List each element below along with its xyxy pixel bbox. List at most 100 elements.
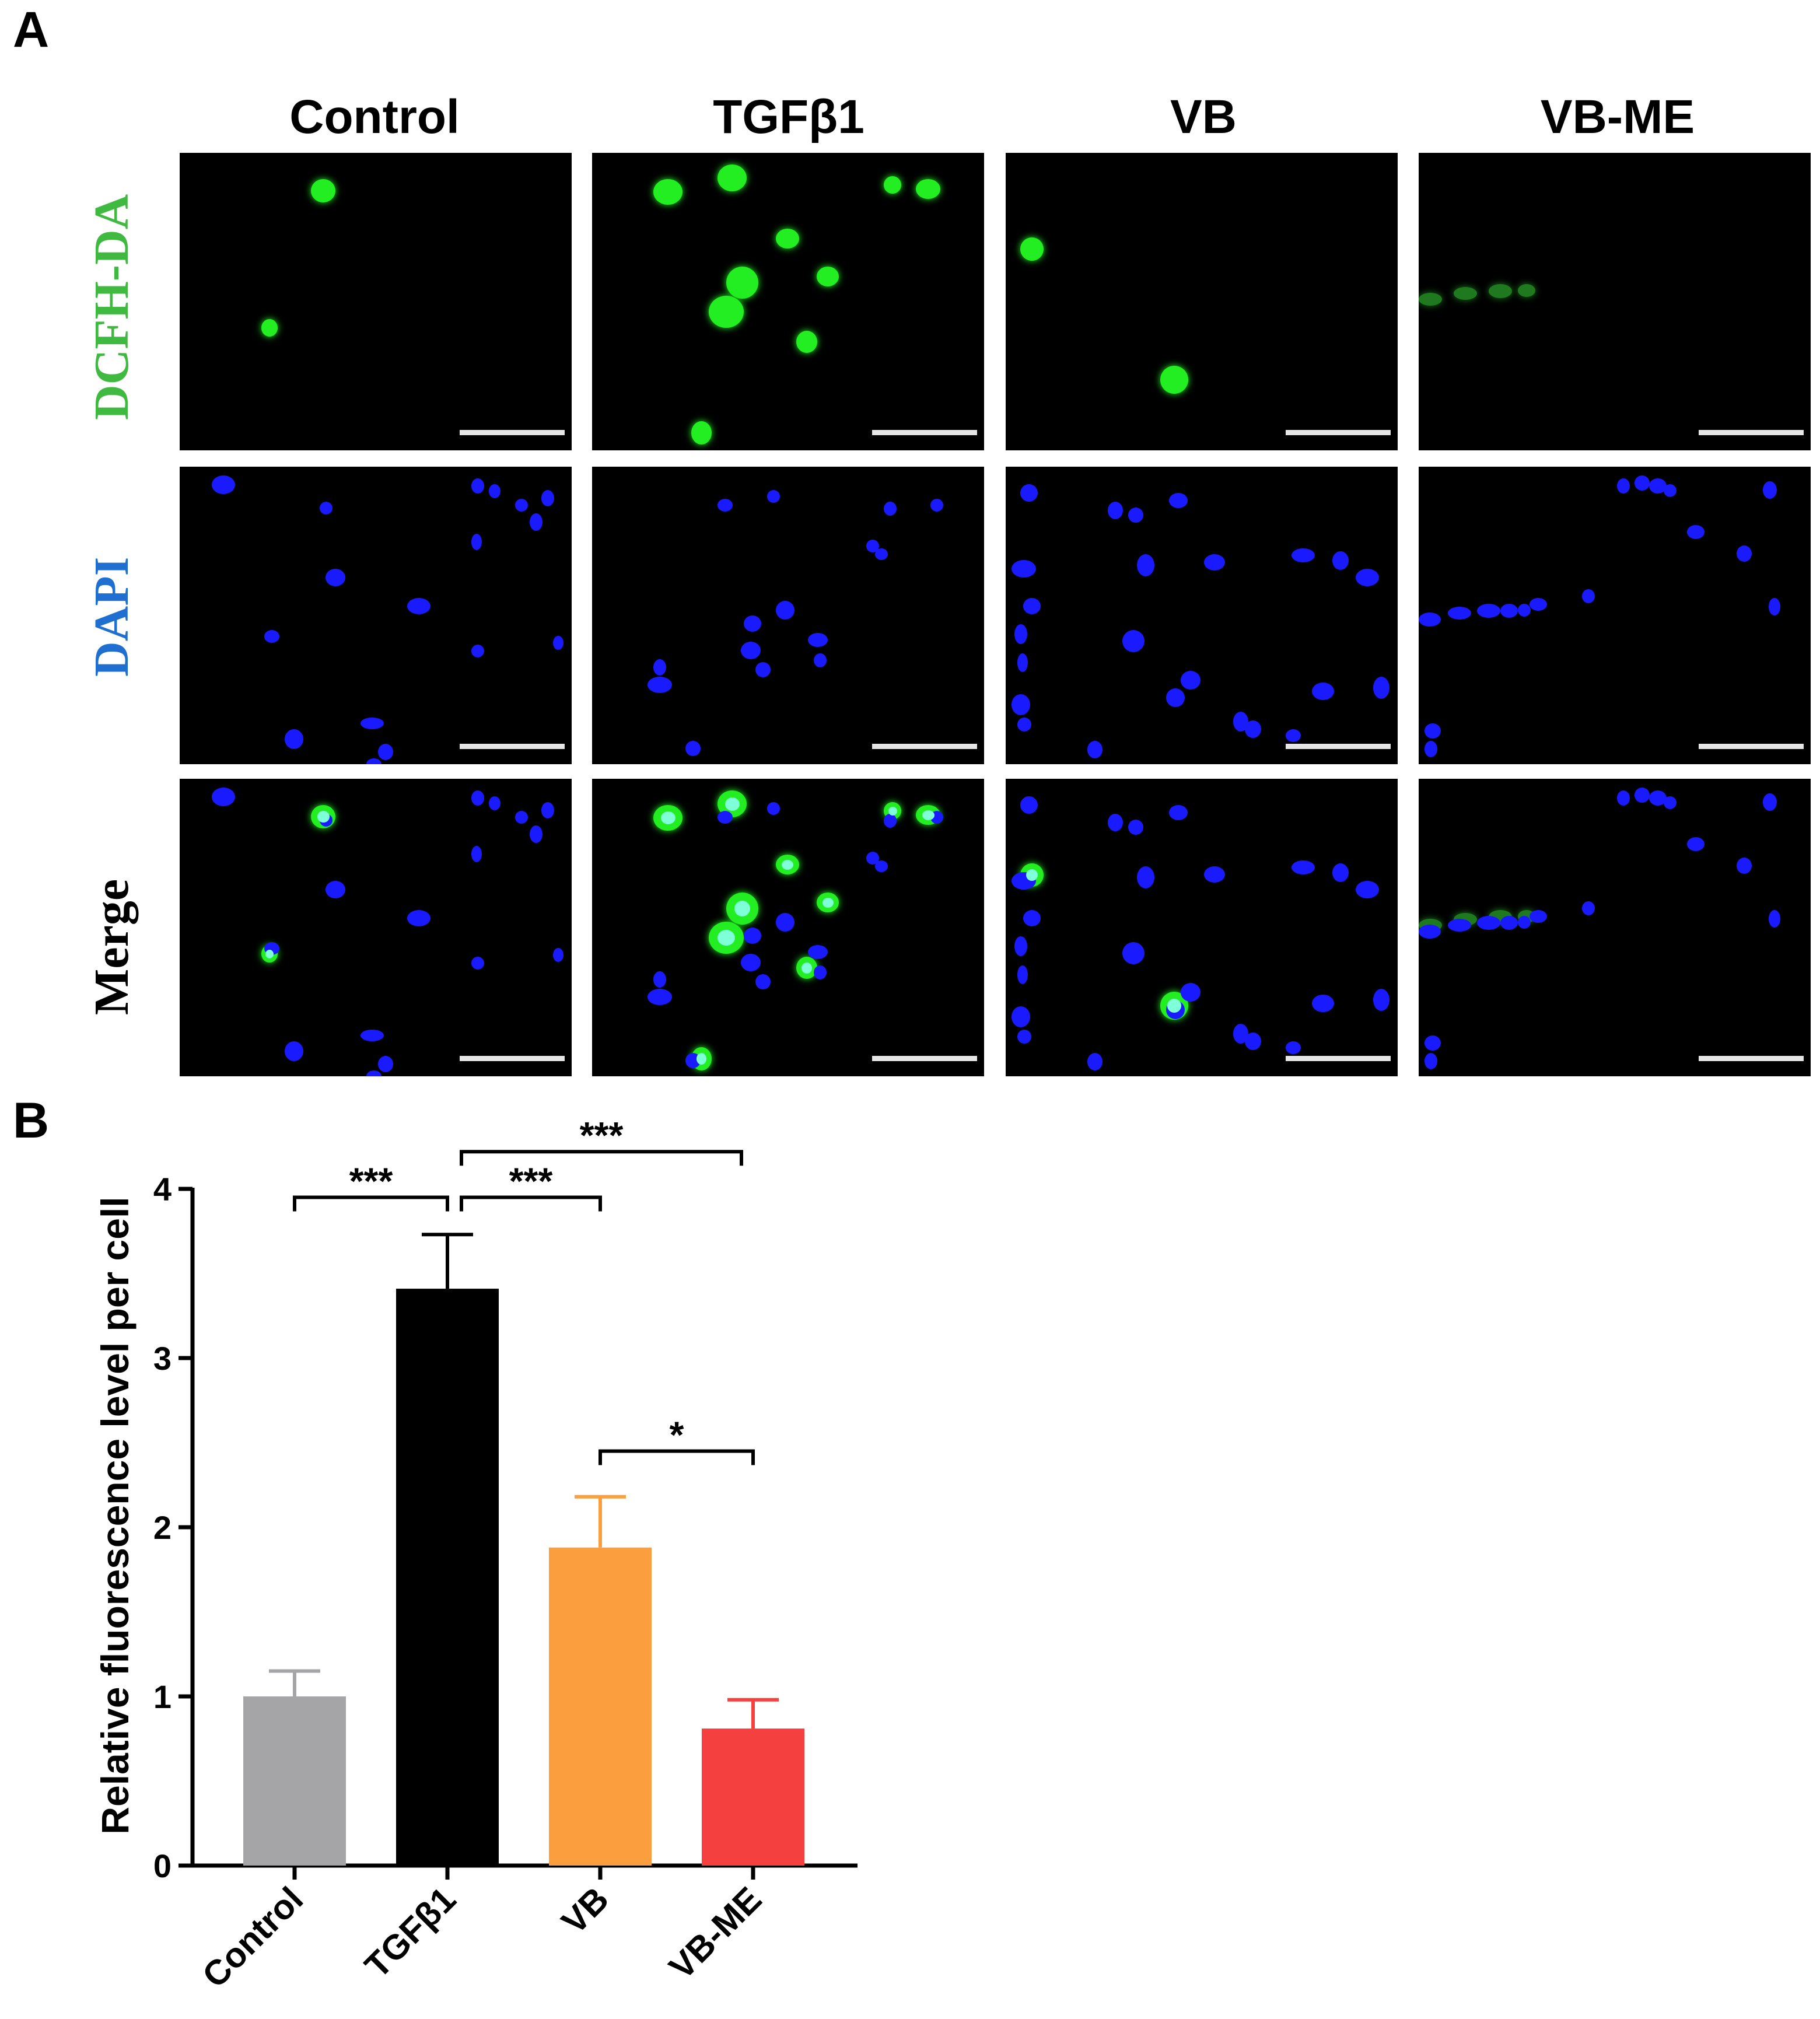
blue-nucleus (1166, 688, 1185, 707)
blue-nucleus (755, 974, 771, 989)
blue-nucleus (1356, 881, 1379, 898)
micrograph-merge-tgfb1 (592, 779, 984, 1076)
green-cell (884, 176, 901, 194)
blue-nucleus (1634, 475, 1650, 491)
blue-nucleus (814, 653, 827, 667)
blue-nucleus (407, 598, 430, 614)
blue-nucleus (1245, 720, 1261, 738)
blue-nucleus (744, 615, 761, 632)
micrograph-dapi-control (180, 467, 572, 764)
micrograph-dapi-vb-me (1419, 467, 1811, 764)
micrograph-merge-vb-me (1419, 779, 1811, 1076)
merged-nucleus (718, 929, 735, 946)
blue-nucleus (1204, 866, 1225, 883)
blue-nucleus (1128, 508, 1143, 523)
blue-nucleus (1020, 484, 1038, 502)
blue-nucleus (471, 846, 482, 862)
blue-nucleus (378, 1056, 393, 1072)
blue-nucleus (530, 825, 542, 843)
blue-nucleus (1448, 919, 1471, 932)
merged-nucleus (802, 962, 812, 974)
blue-nucleus (1424, 1053, 1437, 1069)
blue-nucleus (471, 645, 484, 657)
blue-nucleus (808, 945, 828, 959)
blue-nucleus (1332, 551, 1349, 570)
blue-nucleus (653, 971, 666, 988)
blue-nucleus (515, 811, 528, 824)
blue-nucleus (1012, 1006, 1030, 1027)
blue-nucleus (264, 630, 279, 643)
blue-nucleus (1477, 916, 1500, 930)
blue-nucleus (1137, 554, 1154, 576)
blue-nucleus (741, 642, 761, 659)
merged-nucleus (922, 810, 935, 820)
blue-nucleus (884, 814, 897, 828)
green-cell (1518, 284, 1535, 297)
micrograph-dcfh-da-vb-me (1419, 153, 1811, 450)
green-cell (1454, 287, 1477, 300)
bar-2 (549, 1547, 652, 1866)
merged-nucleus (1167, 999, 1181, 1013)
y-tick-label: 2 (153, 1509, 172, 1546)
blue-nucleus (1128, 820, 1143, 835)
row-label-dapi: DAPI (85, 557, 139, 677)
blue-nucleus (648, 989, 672, 1005)
blue-nucleus (1582, 901, 1595, 915)
blue-nucleus (648, 677, 672, 693)
green-cell (1020, 237, 1044, 261)
blue-nucleus (653, 659, 666, 676)
blue-nucleus (1477, 604, 1500, 618)
blue-nucleus (875, 548, 888, 560)
blue-nucleus (1137, 866, 1154, 888)
blue-nucleus (808, 633, 828, 647)
blue-nucleus (875, 860, 888, 872)
blue-nucleus (1769, 598, 1780, 615)
merged-nucleus (734, 900, 751, 917)
row-label-merge: Merge (85, 879, 139, 1015)
blue-nucleus (1286, 1041, 1301, 1054)
significance-bracket-1 (460, 1195, 602, 1212)
blue-nucleus (1108, 502, 1123, 519)
scale-bar (460, 744, 565, 749)
blue-nucleus (1169, 805, 1188, 820)
blue-nucleus (1312, 683, 1334, 700)
blue-nucleus (1087, 1053, 1102, 1070)
blue-nucleus (776, 913, 794, 932)
blue-nucleus (767, 802, 780, 815)
micrograph-dapi-vb (1006, 467, 1398, 764)
blue-nucleus (212, 788, 235, 806)
blue-nucleus (1014, 936, 1027, 956)
green-cell (726, 267, 758, 299)
blue-nucleus (541, 490, 554, 506)
blue-nucleus (1012, 560, 1036, 578)
blue-nucleus (1687, 525, 1704, 539)
green-cell (709, 296, 744, 328)
merged-nucleus (888, 806, 897, 816)
merged-nucleus (822, 897, 834, 908)
significance-label-0: *** (349, 1160, 393, 1202)
blue-nucleus (866, 852, 879, 865)
blue-nucleus (1017, 1030, 1031, 1044)
micrograph-dcfh-da-control (180, 153, 572, 450)
blue-nucleus (741, 954, 761, 971)
blue-nucleus (1530, 910, 1547, 923)
blue-nucleus (360, 718, 384, 729)
merged-nucleus (1026, 869, 1038, 881)
merged-nucleus (265, 949, 274, 958)
green-cell (1419, 293, 1442, 306)
x-tick-label-2: VB (554, 1880, 616, 1941)
green-cell (1489, 284, 1512, 298)
merged-nucleus (317, 811, 330, 823)
merged-nucleus (660, 811, 676, 824)
blue-nucleus (1356, 569, 1379, 586)
scale-bar (460, 430, 565, 435)
scale-bar (1699, 430, 1804, 435)
y-axis-label: Relative fluorescence level per cell (93, 1196, 136, 1834)
blue-nucleus (530, 513, 542, 531)
blue-nucleus (1122, 630, 1144, 652)
blue-nucleus (718, 811, 733, 824)
blue-nucleus (1312, 995, 1334, 1012)
blue-nucleus (1530, 598, 1547, 611)
blue-nucleus (1020, 796, 1038, 814)
column-header-vb-me: VB-ME (1540, 90, 1695, 144)
